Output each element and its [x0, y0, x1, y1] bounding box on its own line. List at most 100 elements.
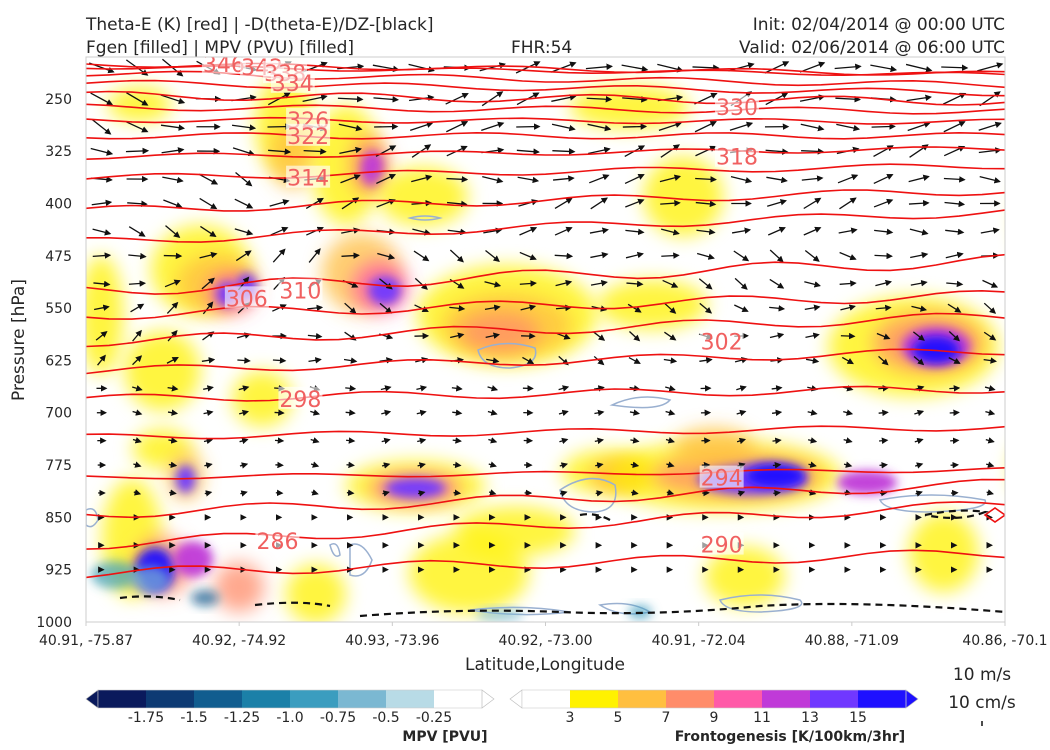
- wind-arrow: [733, 250, 750, 262]
- wind-arrow: [345, 385, 357, 392]
- colorbar-tick-label: -1.5: [180, 710, 207, 726]
- theta-e-label: 310: [279, 280, 321, 305]
- wind-arrow: [879, 489, 888, 497]
- wind-arrow: [622, 123, 648, 130]
- wind-arrow: [593, 385, 605, 392]
- wind-arrow: [769, 278, 785, 289]
- wind-arrow: [554, 252, 574, 260]
- wind-arrow: [801, 148, 825, 155]
- wind-arrow: [451, 385, 463, 392]
- wind-arrow: [801, 175, 824, 182]
- wind-arrow: [166, 301, 179, 314]
- wind-arrow: [488, 489, 497, 496]
- wind-arrow: [341, 197, 360, 210]
- theta-e-contour: [86, 103, 1005, 115]
- wind-arrow: [128, 280, 147, 287]
- wind-arrow: [839, 280, 857, 287]
- wind-arrow: [311, 489, 319, 496]
- wind-arrow: [835, 95, 861, 103]
- wind-arrow: [594, 437, 605, 445]
- colorbar-segment: [194, 690, 243, 708]
- wind-arrow: [662, 279, 679, 288]
- wind-arrow: [482, 175, 504, 184]
- wind-arrow: [416, 385, 428, 392]
- wind-arrow: [694, 121, 717, 133]
- wind-arrow: [696, 228, 716, 236]
- wind-arrow: [590, 197, 608, 210]
- wind-arrow: [913, 355, 925, 366]
- wind-arrow: [589, 174, 610, 184]
- wind-arrow: [338, 123, 363, 132]
- wind-arrow: [799, 61, 826, 73]
- mpv-contour: [878, 494, 987, 513]
- wind-arrow: [202, 301, 214, 315]
- wind-arrow: [377, 252, 396, 260]
- wind-arrow: [235, 172, 253, 187]
- wind-arrow: [629, 409, 640, 416]
- fgen-blob: [360, 150, 385, 187]
- wind-arrow: [554, 226, 573, 236]
- colorbar-extend-left: [85, 689, 99, 709]
- y-tick-label: 250: [45, 92, 72, 108]
- wind-arrow: [344, 302, 357, 314]
- wind-arrow: [483, 227, 503, 234]
- theta-e-contour: [86, 79, 1005, 97]
- title-line-1: Theta-E (K) [red] | -D(theta-E)/DZ-[blac…: [86, 15, 434, 35]
- colorbar-tick-label: -1.25: [224, 710, 260, 726]
- wind-arrow: [870, 64, 898, 73]
- wind-arrow: [127, 200, 148, 208]
- wind-arrow: [126, 121, 149, 133]
- wind-arrow: [803, 226, 822, 236]
- wind-arrow: [980, 227, 1000, 234]
- wind-arrow: [417, 462, 426, 469]
- wind-arrow: [340, 174, 361, 184]
- wind-arrow: [594, 409, 605, 417]
- wind-arrow: [808, 461, 817, 468]
- wind-arrow: [239, 437, 249, 445]
- wind-arrow: [839, 251, 857, 261]
- wind-arrow: [272, 248, 286, 263]
- wind-arrow: [551, 123, 576, 132]
- wind-arrow: [128, 226, 146, 237]
- wind-arrow: [699, 357, 713, 364]
- theta-e-contour: [86, 348, 1005, 375]
- fgen-blob: [107, 86, 172, 123]
- wind-arrow: [417, 437, 427, 445]
- contour-label-bg: [224, 286, 269, 309]
- x-tick-label: 40.91, -75.87: [39, 633, 133, 649]
- wind-arrow: [204, 490, 213, 497]
- wind-arrow: [983, 331, 997, 341]
- wind-arrow: [550, 61, 577, 73]
- mpv-patch: [130, 566, 170, 594]
- wind-arrow: [692, 64, 720, 72]
- colorbar-segment: [810, 690, 859, 708]
- theta-e-label: 330: [716, 96, 758, 121]
- wind-arrow: [586, 95, 613, 103]
- wind-arrow: [382, 490, 390, 497]
- wind-arrow: [950, 437, 960, 444]
- wind-arrow: [91, 119, 112, 135]
- wind-arrow: [658, 121, 683, 132]
- wind-arrow: [484, 281, 502, 288]
- wind-arrow: [126, 92, 149, 106]
- wind-arrow: [163, 199, 183, 209]
- wind-arrow: [345, 409, 356, 416]
- wind-arrow: [840, 304, 856, 311]
- wind-arrow: [909, 228, 929, 236]
- colorbar-segment: [434, 690, 483, 708]
- wind-arrow: [339, 146, 363, 155]
- wind-arrow: [93, 304, 110, 311]
- wind-arrow: [661, 252, 680, 259]
- init-time: Init: 02/04/2014 @ 00:00 UTC: [752, 15, 1005, 35]
- fgen-blob: [385, 478, 446, 499]
- colorbar-segment: [386, 690, 435, 708]
- contour-label-bg: [699, 465, 744, 488]
- wind-arrow: [559, 462, 568, 469]
- colorbar-frame: [97, 689, 483, 709]
- wind-arrow: [274, 437, 285, 444]
- wind-arrow: [486, 357, 500, 364]
- wind-arrow: [199, 197, 218, 210]
- wind-arrow: [873, 173, 894, 185]
- wind-arrow: [585, 63, 613, 71]
